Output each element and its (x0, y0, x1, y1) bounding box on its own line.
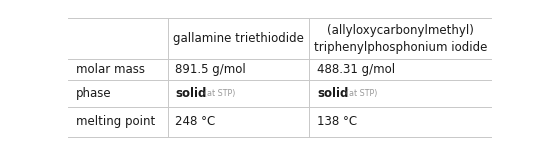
Text: molar mass: molar mass (76, 63, 145, 76)
Text: solid: solid (175, 87, 207, 100)
Text: melting point: melting point (76, 116, 155, 128)
Text: (allyloxycarbonylmethyl)
triphenylphosphonium iodide: (allyloxycarbonylmethyl) triphenylphosph… (314, 24, 487, 54)
Text: gallamine triethiodide: gallamine triethiodide (173, 32, 304, 45)
Text: (at STP): (at STP) (346, 89, 377, 98)
Text: 248 °C: 248 °C (175, 116, 216, 128)
Text: solid: solid (317, 87, 348, 100)
Text: 891.5 g/mol: 891.5 g/mol (175, 63, 246, 76)
Text: 488.31 g/mol: 488.31 g/mol (317, 63, 395, 76)
Text: phase: phase (76, 87, 111, 100)
Text: 138 °C: 138 °C (317, 116, 357, 128)
Text: (at STP): (at STP) (204, 89, 235, 98)
